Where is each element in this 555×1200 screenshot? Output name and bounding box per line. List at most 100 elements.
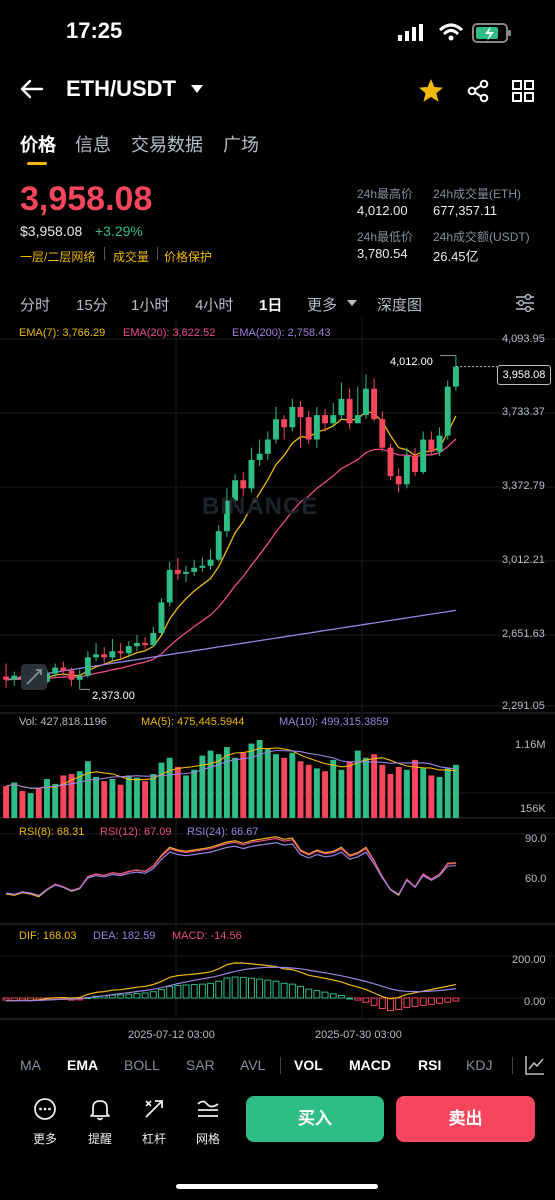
more-caret-icon[interactable] — [346, 299, 358, 307]
ind-ema[interactable]: EMA — [67, 1057, 99, 1073]
toolbar-grid[interactable]: 网格 — [186, 1097, 230, 1147]
candle-body — [273, 419, 279, 440]
share-icon[interactable] — [466, 79, 490, 103]
ind-kdj[interactable]: KDJ — [466, 1057, 493, 1073]
volume-bar — [68, 774, 75, 818]
interval-1d[interactable]: 1日 — [259, 297, 283, 314]
active-tab-indicator — [27, 162, 47, 165]
draw-tool-icon[interactable] — [20, 663, 48, 691]
date-axis-label: 2025-07-12 03:00 — [128, 1029, 215, 1041]
status-time: 17:25 — [66, 18, 123, 43]
interval-depth[interactable]: 深度图 — [377, 297, 423, 314]
interval-more[interactable]: 更多 — [307, 297, 338, 314]
macd-bar — [207, 982, 214, 999]
volume-bar — [199, 755, 206, 818]
chart-settings-icon[interactable] — [514, 293, 536, 313]
candle-body — [215, 531, 222, 560]
tab-square[interactable]: 广场 — [223, 135, 259, 155]
volume-bars — [3, 740, 459, 818]
date-axis-label: 2025-07-30 03:00 — [315, 1029, 402, 1041]
rsi24-legend: RSI(24): 66.67 — [187, 826, 259, 838]
back-arrow-icon[interactable] — [20, 78, 44, 100]
macd-bar — [223, 977, 231, 999]
macd-bar — [452, 997, 460, 1002]
vol-axis-label: 156K — [520, 803, 546, 815]
candle-body — [322, 415, 328, 424]
candle-body — [354, 415, 361, 424]
ema200-legend: EMA(200): 2,758.43 — [232, 327, 331, 339]
macd-bar — [337, 994, 345, 999]
ind-macd[interactable]: MACD — [349, 1057, 391, 1073]
ind-sar[interactable]: SAR — [186, 1057, 215, 1073]
candle-body — [305, 417, 312, 440]
volume-bar — [305, 764, 312, 818]
ind-boll[interactable]: BOLL — [124, 1057, 160, 1073]
volume-bar — [395, 766, 402, 818]
toolbar-alert[interactable]: 提醒 — [78, 1097, 122, 1147]
tab-price[interactable]: 价格 — [20, 135, 56, 155]
last-price: 3,958.08 — [20, 180, 153, 218]
candle-body — [379, 419, 386, 448]
macd-bar — [370, 997, 378, 1006]
candles — [3, 355, 497, 690]
volume-bar — [3, 786, 10, 818]
toolbar-more[interactable]: 更多 — [23, 1097, 67, 1147]
candle-body — [223, 500, 230, 532]
volume-bar — [215, 754, 222, 818]
tab-info[interactable]: 信息 — [75, 135, 111, 155]
sell-button[interactable]: 卖出 — [396, 1096, 535, 1142]
dif-line — [6, 962, 457, 1002]
pair-dropdown-caret-icon[interactable] — [190, 84, 204, 94]
current-price-tag: 3,958.08 — [497, 365, 551, 385]
ema20-legend: EMA(20): 3,622.52 — [123, 327, 216, 339]
price-axis-label: 3,012.21 — [502, 554, 545, 566]
volume-bar — [273, 754, 279, 818]
ema200-line — [5, 609, 457, 681]
grid-menu-icon[interactable] — [511, 79, 535, 103]
candle-body — [232, 480, 239, 501]
candle-body — [101, 654, 108, 658]
tag-price-protection[interactable]: 价格保护 — [164, 250, 213, 264]
volume-bar — [35, 788, 42, 818]
vol-ma5-line — [5, 747, 456, 789]
volume-bar — [240, 752, 247, 818]
macd-bar — [444, 997, 452, 1003]
ind-avl[interactable]: AVL — [240, 1057, 266, 1073]
tab-trading-data[interactable]: 交易数据 — [131, 135, 203, 155]
tag-volume[interactable]: 成交量 — [113, 250, 150, 264]
tag-layer-network[interactable]: 一层/二层网络 — [20, 250, 96, 264]
rsi-lines — [6, 836, 456, 898]
volume-bar — [52, 783, 59, 818]
candle-body — [289, 406, 296, 428]
macd-bar — [158, 989, 165, 999]
interval-1h[interactable]: 1小时 — [131, 297, 170, 314]
toolbar-leverage[interactable]: 杠杆 — [132, 1097, 176, 1147]
macd-bar — [378, 997, 386, 1009]
interval-timeshare[interactable]: 分时 — [20, 297, 51, 314]
stat-low-label: 24h最低价 — [357, 230, 414, 244]
candle-body — [60, 667, 67, 671]
indicator-settings-icon[interactable] — [524, 1054, 546, 1076]
interval-4h[interactable]: 4小时 — [195, 297, 234, 314]
macd-bar — [2, 997, 10, 1001]
interval-15m[interactable]: 15分 — [76, 297, 108, 314]
macd-bar — [288, 983, 296, 999]
ind-ma[interactable]: MA — [20, 1057, 41, 1073]
volume-bar — [289, 752, 296, 818]
price-axis-label: 3,372.79 — [502, 480, 545, 492]
macd-bar — [182, 984, 190, 999]
candle-body — [330, 415, 337, 424]
macd-bar — [354, 997, 362, 1001]
volume-bar — [134, 777, 140, 818]
favorite-star-icon[interactable] — [418, 78, 444, 103]
macd-bar — [419, 997, 427, 1006]
volume-bar — [142, 781, 149, 818]
high-price-marker: 4,012.00 — [390, 356, 433, 368]
buy-button[interactable]: 买入 — [246, 1096, 384, 1142]
volume-bar — [313, 768, 320, 818]
ind-rsi[interactable]: RSI — [418, 1057, 442, 1073]
ind-vol[interactable]: VOL — [294, 1057, 323, 1073]
kline-chart[interactable] — [0, 318, 555, 1043]
price-axis-label: 4,093.95 — [502, 333, 545, 345]
pair-title[interactable]: ETH/USDT — [66, 76, 176, 101]
